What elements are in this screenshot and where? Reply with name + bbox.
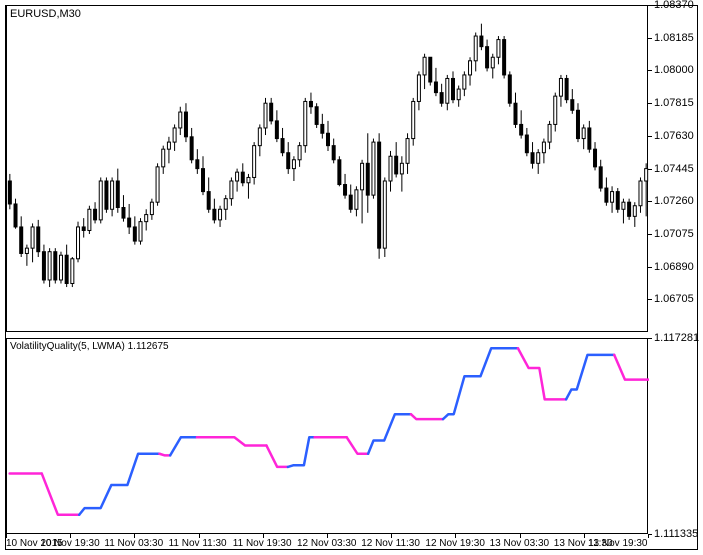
y-tick-label: 1.07815 — [654, 97, 694, 109]
y-tick — [648, 169, 652, 170]
x-tick-label: 11 Nov 19:30 — [233, 538, 292, 549]
x-tick — [648, 534, 649, 538]
y-tick-label: 1.08000 — [654, 64, 694, 76]
y-tick-label: 1.111335 — [654, 528, 698, 540]
y-tick — [648, 38, 652, 39]
y-tick-label: 1.08370 — [654, 0, 694, 11]
x-tick-label: 13 Nov 03:30 — [490, 538, 550, 549]
y-tick — [648, 267, 652, 268]
x-tick-label: 10 Nov 19:30 — [40, 538, 100, 549]
y-tick-label: 1.07630 — [654, 130, 694, 142]
price-chart-title: EURUSD,M30 — [10, 8, 81, 20]
y-tick — [648, 136, 652, 137]
y-tick — [648, 338, 652, 339]
indicator-chart-panel — [6, 338, 648, 534]
x-tick-label: 12 Nov 03:30 — [297, 538, 357, 549]
y-tick — [648, 5, 652, 6]
y-tick-label: 1.07260 — [654, 195, 694, 207]
price-chart-panel — [6, 5, 648, 332]
x-tick-label: 12 Nov 19:30 — [425, 538, 485, 549]
y-tick — [648, 103, 652, 104]
x-tick-label: 11 Nov 03:30 — [104, 538, 163, 549]
x-tick-label: 11 Nov 11:30 — [169, 538, 227, 549]
y-tick — [648, 299, 652, 300]
x-tick-label: 12 Nov 11:30 — [361, 538, 420, 549]
y-tick-label: 1.08185 — [654, 32, 694, 44]
y-tick — [648, 234, 652, 235]
y-tick — [648, 70, 652, 71]
y-tick-label: 1.07445 — [654, 163, 694, 175]
y-tick — [648, 201, 652, 202]
y-tick-label: 1.07075 — [654, 228, 694, 240]
y-tick-label: 1.06705 — [654, 293, 694, 305]
y-tick-label: 1.117281 — [654, 332, 699, 344]
y-tick-label: 1.06890 — [654, 261, 694, 273]
indicator-chart-title: VolatilityQuality(5, LWMA) 1.112675 — [10, 341, 169, 352]
x-tick-label: 13 Nov 19:30 — [588, 538, 648, 549]
